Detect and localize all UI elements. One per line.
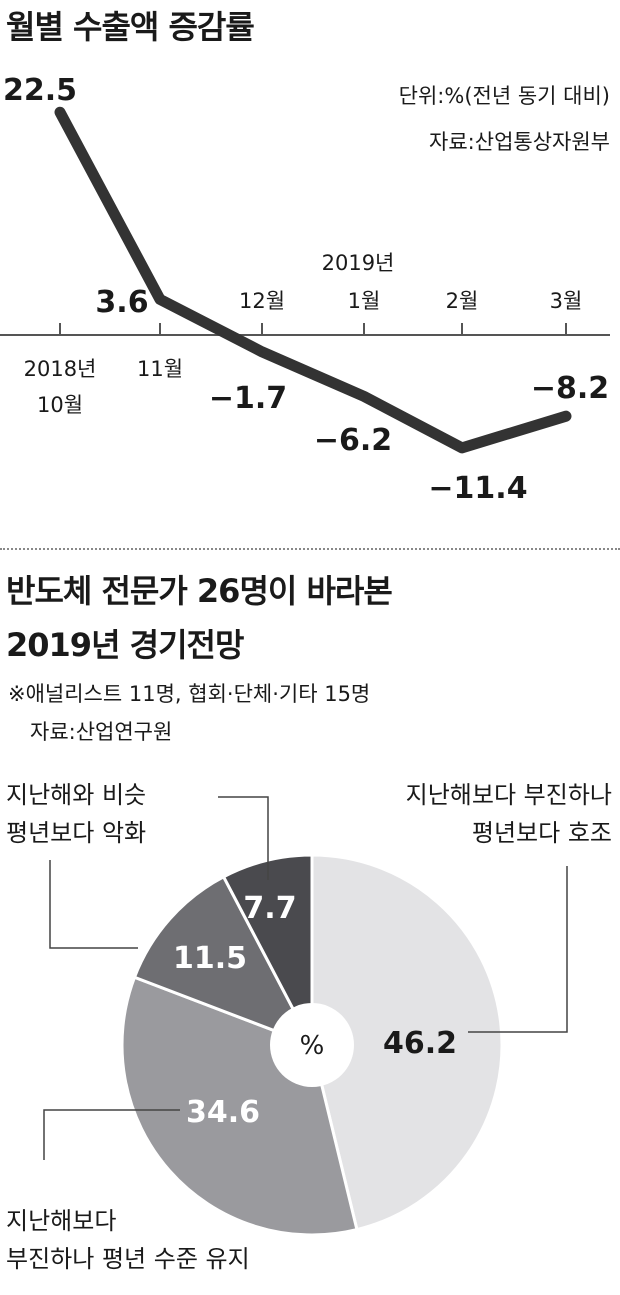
tick-label: 1월 (348, 289, 381, 313)
pie-value-label: 34.6 (186, 1095, 260, 1130)
pie-value-label: 7.7 (243, 891, 296, 926)
tick-label: 2018년 (24, 357, 97, 381)
pie-label-slice-0-line1: 지난해보다 부진하나 (405, 781, 612, 809)
tick-label: 2월 (446, 289, 479, 313)
line-chart-title: 월별 수출액 증감률 (6, 8, 255, 46)
tick-label: 10월 (37, 393, 83, 417)
pie-label-slice-2-line1: 평년보다 악화 (6, 819, 147, 847)
value-label: −1.7 (209, 381, 287, 416)
leader-line (49, 860, 138, 949)
data-point (565, 415, 567, 418)
pie-slice (132, 874, 316, 1048)
pie-label-slice-1: 지난해보다 부진하나 평년 수준 유지 (6, 1202, 250, 1278)
leader-line (468, 866, 568, 1033)
value-label: −11.4 (428, 471, 527, 506)
pie-value-label: 11.5 (173, 941, 247, 976)
pie-label-slice-3-line1: 지난해와 비슷 (6, 781, 147, 809)
series-line (54, 106, 572, 454)
value-label: −6.2 (314, 423, 392, 458)
tick-label: 11월 (137, 357, 183, 381)
source-note: 자료:산업통상자원부 (429, 130, 610, 154)
pie-slice (310, 853, 504, 1232)
pie-note-line1: ※애널리스트 11명, 협회·단체·기타 15명 (8, 682, 371, 706)
unit-note: 단위:%(전년 동기 대비) (398, 84, 610, 108)
data-point (159, 298, 161, 301)
pie-value-label: 46.2 (383, 1026, 457, 1061)
value-label: −8.2 (531, 371, 609, 406)
pie-slice (221, 853, 314, 1046)
leader-line (43, 1109, 180, 1160)
pie-note-line2: 자료:산업연구원 (30, 720, 173, 744)
pie-center-hole (270, 1003, 354, 1087)
value-label: 22.5 (3, 73, 77, 108)
pie-label-slice-0-line2: 평년보다 호조 (471, 819, 612, 847)
pie-chart-title-line2: 2019년 경기전망 (6, 626, 244, 664)
pie-label-slice-1-line1: 지난해보다 (6, 1207, 117, 1235)
pie-center-label: % (300, 1031, 325, 1061)
section-divider (0, 548, 620, 550)
value-label: 3.6 (95, 285, 148, 320)
pie-label-slice-1-line2: 부진하나 평년 수준 유지 (6, 1245, 250, 1273)
pie-label-slice-2: 평년보다 악화 (6, 814, 146, 852)
data-point (363, 395, 365, 398)
data-point (59, 111, 61, 114)
data-point (261, 350, 263, 353)
year-label-2019: 2019년 (322, 251, 395, 275)
tick-label: 12월 (239, 289, 285, 313)
data-point (461, 446, 463, 449)
pie-chart-title-line1: 반도체 전문가 26명이 바라본 (6, 572, 393, 610)
leader-line (218, 796, 269, 880)
tick-label: 3월 (550, 289, 583, 313)
line-chart: 2018년 10월 11월 12월 1월 2월 3월 2019년 22.5 3.6 −1.7 −6.2… (0, 73, 610, 506)
pie-label-slice-3: 지난해와 비슷 (6, 776, 146, 814)
pie-label-slice-0: 지난해보다 부진하나 평년보다 호조 (406, 776, 612, 852)
